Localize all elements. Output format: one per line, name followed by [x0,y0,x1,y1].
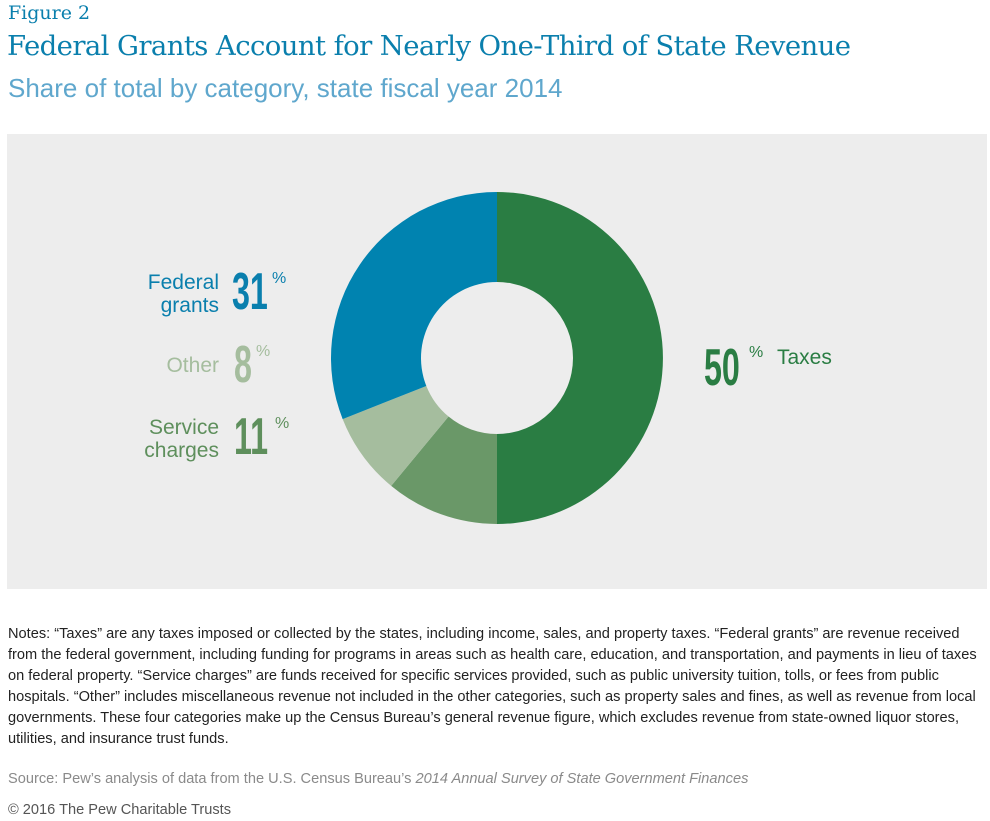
figure-label: Figure 2 [8,2,91,24]
percent-sign: % [256,343,271,360]
label-line: Service [148,416,219,439]
slice-taxes [497,192,663,524]
slice-federal-grants [331,192,497,420]
percent-sign: % [749,344,764,361]
label-service-charges: Service charges [144,416,219,462]
value-service-charges: 11 [234,408,269,466]
label-other: Other [166,354,219,377]
value-other: 8 [234,336,252,394]
source-title: 2014 Annual Survey of State Government F… [415,771,749,787]
label-line: Other [166,354,219,377]
percent-sign: % [275,415,290,432]
label-federal-grants: Federal grants [148,271,219,317]
copyright: © 2016 The Pew Charitable Trusts [8,802,232,818]
label-taxes: Taxes [777,346,832,369]
label-line: grants [160,294,219,317]
slice-other [342,385,449,486]
percent-sign: % [272,270,287,287]
value-federal-grants: 31 [232,263,268,321]
slice-service-charges [391,416,497,524]
donut-chart [331,192,663,524]
label-line: charges [144,439,219,462]
chart-title: Federal Grants Account for Nearly One-Th… [7,30,851,62]
notes: Notes: “Taxes” are any taxes imposed or … [8,626,977,747]
source: Source: Pew’s analysis of data from the … [8,771,748,787]
chart-subtitle: Share of total by category, state fiscal… [8,73,563,103]
source-text: Source: Pew’s analysis of data from the … [8,771,416,787]
value-taxes: 50 [704,339,740,397]
label-line: Federal [147,271,219,294]
chart-panel: Federal grants 31 % Other 8 % Service ch… [7,134,987,589]
